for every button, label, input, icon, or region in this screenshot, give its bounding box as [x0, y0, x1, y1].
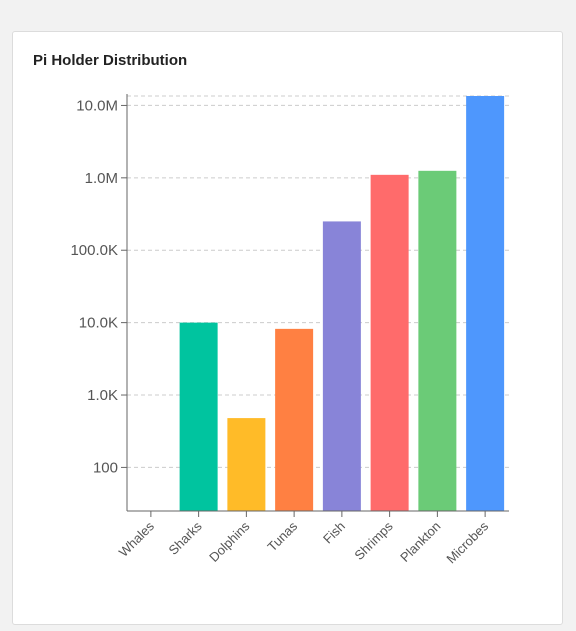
x-tick-label: Tunas	[264, 518, 300, 554]
x-tick-label: Sharks	[166, 518, 206, 558]
y-tick-label: 1.0M	[85, 170, 118, 187]
x-tick-label: Shrimps	[351, 518, 396, 563]
bar-dolphins	[227, 418, 266, 511]
x-tick-label: Dolphins	[206, 518, 253, 565]
x-tick-label: Plankton	[397, 519, 443, 565]
y-tick-label: 10.0M	[76, 97, 118, 114]
bar-shrimps	[370, 174, 409, 511]
y-tick-label: 100	[93, 459, 118, 476]
chart-card: Pi Holder Distribution 100 1.0K 10.0K 100.0…	[12, 31, 563, 625]
bar-microbes	[466, 96, 505, 511]
card-title: Pi Holder Distribution	[33, 52, 188, 69]
x-tick-label: Microbes	[443, 518, 491, 566]
bar-plankton	[418, 170, 457, 512]
x-tick-label: Fish	[320, 519, 348, 547]
bar-sharks	[179, 322, 218, 511]
y-tick-label: 1.0K	[87, 387, 118, 404]
y-tick-label: 10.0K	[79, 315, 118, 332]
bar-fish	[322, 221, 361, 511]
bar-chart: 100 1.0K 10.0K 100.0K 1.0M 10.0M Whales Sharks D…	[70, 94, 509, 566]
bar-tunas	[275, 328, 314, 511]
y-tick-label: 100.0K	[70, 242, 118, 259]
x-tick-label: Whales	[116, 518, 158, 560]
